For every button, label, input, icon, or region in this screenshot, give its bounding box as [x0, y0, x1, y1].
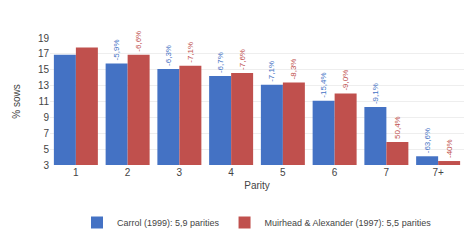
svg-text:13: 13	[38, 80, 50, 91]
svg-text:3: 3	[43, 160, 49, 171]
svg-text:4: 4	[228, 167, 234, 178]
svg-text:3: 3	[177, 167, 183, 178]
svg-text:-7,6%: -7,6%	[238, 49, 247, 70]
svg-text:7+: 7+	[432, 167, 444, 178]
svg-text:-63,6%: -63,6%	[423, 128, 432, 153]
svg-text:5: 5	[43, 144, 49, 155]
svg-text:-5,9%: -5,9%	[112, 39, 121, 60]
svg-text:-8,3%: -8,3%	[289, 59, 298, 80]
svg-text:17: 17	[38, 48, 50, 59]
svg-text:1: 1	[73, 167, 79, 178]
svg-text:Parity: Parity	[244, 180, 270, 191]
svg-text:6: 6	[332, 167, 338, 178]
svg-text:Carrol (1999): 5,9 parities: Carrol (1999): 5,9 parities	[117, 218, 220, 228]
svg-text:11: 11	[39, 96, 50, 107]
svg-text:-6,7%: -6,7%	[216, 52, 225, 73]
svg-text:-7,1%: -7,1%	[267, 61, 276, 82]
svg-text:50,4%: 50,4%	[393, 116, 402, 139]
svg-text:7: 7	[43, 128, 49, 139]
svg-text:7: 7	[384, 167, 390, 178]
svg-text:15: 15	[38, 64, 50, 75]
svg-text:-15,4%: -15,4%	[319, 72, 328, 97]
svg-text:-6,6%: -6,6%	[134, 31, 143, 52]
svg-text:-9,1%: -9,1%	[371, 83, 380, 104]
svg-text:19: 19	[38, 33, 50, 44]
svg-text:9: 9	[43, 112, 49, 123]
svg-text:-40%: -40%	[445, 139, 454, 158]
svg-text:Muirhead & Alexander (1997): 5: Muirhead & Alexander (1997): 5,5 paritie…	[265, 218, 432, 228]
svg-text:% sows: % sows	[11, 84, 22, 118]
svg-text:2: 2	[125, 167, 131, 178]
svg-text:-9,0%: -9,0%	[341, 70, 350, 91]
svg-text:5: 5	[280, 167, 286, 178]
svg-text:-7,1%: -7,1%	[186, 42, 195, 63]
svg-text:-6,3%: -6,3%	[164, 45, 173, 66]
